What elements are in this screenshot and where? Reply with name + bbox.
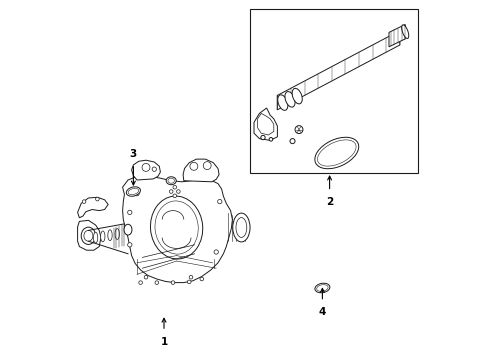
- Ellipse shape: [292, 88, 302, 104]
- Ellipse shape: [315, 137, 359, 169]
- Ellipse shape: [190, 162, 198, 170]
- Ellipse shape: [402, 25, 409, 39]
- Ellipse shape: [261, 135, 265, 140]
- Text: 4: 4: [318, 307, 326, 317]
- Ellipse shape: [126, 187, 141, 196]
- Ellipse shape: [128, 188, 139, 195]
- Ellipse shape: [155, 201, 198, 254]
- Polygon shape: [122, 176, 232, 283]
- Ellipse shape: [171, 281, 175, 284]
- Ellipse shape: [168, 178, 174, 183]
- Ellipse shape: [295, 126, 303, 134]
- Ellipse shape: [214, 250, 219, 254]
- Text: 3: 3: [130, 149, 137, 159]
- Ellipse shape: [278, 95, 288, 111]
- Ellipse shape: [269, 138, 273, 141]
- Polygon shape: [277, 31, 400, 110]
- Ellipse shape: [127, 210, 132, 215]
- Text: 2: 2: [326, 197, 333, 207]
- Ellipse shape: [315, 283, 330, 293]
- Ellipse shape: [218, 199, 222, 204]
- Ellipse shape: [94, 232, 98, 243]
- Ellipse shape: [187, 280, 191, 284]
- Ellipse shape: [81, 227, 96, 244]
- Ellipse shape: [285, 91, 295, 107]
- Ellipse shape: [176, 190, 180, 193]
- Polygon shape: [389, 24, 405, 47]
- Ellipse shape: [82, 200, 86, 203]
- Ellipse shape: [290, 139, 295, 144]
- Ellipse shape: [170, 190, 173, 193]
- Bar: [250, 9, 418, 173]
- Ellipse shape: [150, 196, 203, 259]
- Ellipse shape: [108, 230, 112, 240]
- Ellipse shape: [139, 281, 143, 284]
- Ellipse shape: [173, 185, 176, 189]
- Ellipse shape: [200, 277, 204, 281]
- Ellipse shape: [96, 197, 99, 201]
- Ellipse shape: [236, 217, 247, 238]
- Ellipse shape: [127, 243, 132, 247]
- Ellipse shape: [115, 229, 120, 239]
- Ellipse shape: [142, 163, 150, 171]
- Ellipse shape: [84, 230, 93, 241]
- Ellipse shape: [135, 192, 139, 196]
- Ellipse shape: [155, 281, 159, 284]
- Polygon shape: [77, 197, 108, 218]
- Ellipse shape: [203, 162, 211, 170]
- Ellipse shape: [173, 194, 176, 198]
- Polygon shape: [254, 108, 277, 140]
- Ellipse shape: [233, 213, 250, 242]
- Ellipse shape: [124, 224, 132, 235]
- Polygon shape: [183, 159, 219, 182]
- Ellipse shape: [166, 177, 176, 185]
- Text: 1: 1: [160, 337, 168, 347]
- Ellipse shape: [144, 275, 148, 279]
- Ellipse shape: [318, 140, 356, 166]
- Polygon shape: [258, 113, 274, 135]
- Polygon shape: [132, 160, 160, 180]
- Ellipse shape: [100, 231, 105, 242]
- Ellipse shape: [317, 285, 328, 291]
- Ellipse shape: [152, 167, 156, 171]
- Ellipse shape: [189, 275, 193, 279]
- Polygon shape: [77, 220, 101, 250]
